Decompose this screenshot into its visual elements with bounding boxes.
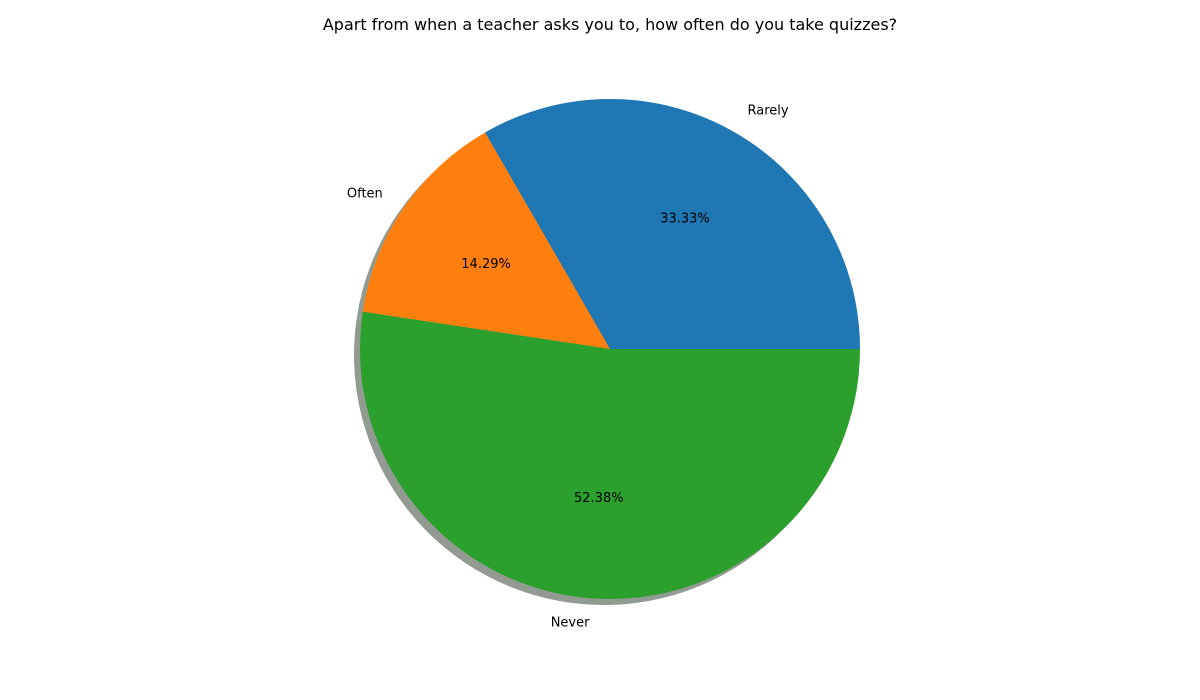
pie-slice-never (360, 311, 860, 599)
slice-label-often: Often (347, 187, 383, 202)
slice-pct-label-never: 52.38% (574, 491, 624, 506)
pie-slice-rarely (485, 98, 860, 349)
pie-labels: Rarely 33.33% Often 14.29% Never 52.38% (347, 103, 789, 630)
slice-label-rarely: Rarely (748, 103, 789, 118)
slice-pct-label-rarely: 33.33% (660, 212, 710, 227)
chart-title: Apart from when a teacher asks you to, h… (323, 15, 897, 34)
pie-slices (360, 98, 860, 599)
slice-pct-label-often: 14.29% (461, 257, 511, 272)
pie-slice-often (362, 132, 610, 349)
slice-label-never: Never (551, 616, 590, 631)
